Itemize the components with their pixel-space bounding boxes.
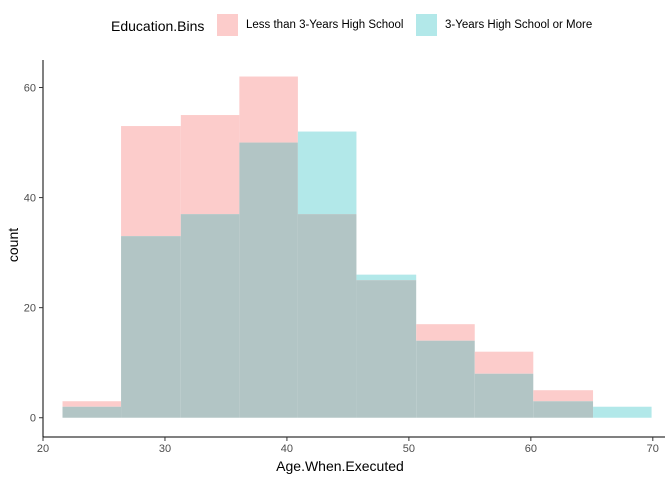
x-tick-label-70: 70 xyxy=(647,443,659,455)
bar-series-1-bin-1 xyxy=(62,401,122,407)
x-tick-label-20: 20 xyxy=(37,443,49,455)
bar-series-1-bin-8 xyxy=(474,351,534,374)
legend: Education.Bins Less than 3-Years High Sc… xyxy=(0,14,672,40)
bar-overlap-bin-3 xyxy=(180,214,240,418)
bar-overlap-bin-9 xyxy=(533,401,594,418)
bar-overlap-bin-7 xyxy=(416,340,475,418)
legend-swatch-series-2 xyxy=(416,14,437,36)
x-tick-label-60: 60 xyxy=(525,443,537,455)
bar-overlap-bin-2 xyxy=(121,236,181,418)
x-axis-label: Age.When.Executed xyxy=(276,458,404,474)
bar-series-1-bin-2 xyxy=(121,126,181,237)
bar-series-1-bin-7 xyxy=(416,324,475,341)
x-tick-label-50: 50 xyxy=(403,443,415,455)
legend-swatch-series-1 xyxy=(217,14,238,36)
bars-layer xyxy=(62,76,652,418)
legend-label-series-2: 3-Years High School or More xyxy=(445,19,593,31)
bar-overlap-bin-5 xyxy=(297,214,357,418)
legend-title: Education.Bins xyxy=(111,18,205,34)
x-tick-label-30: 30 xyxy=(159,443,171,455)
bar-series-2-bin-10 xyxy=(593,406,652,418)
bar-series-1-bin-4 xyxy=(239,76,298,143)
bar-overlap-bin-6 xyxy=(356,280,417,418)
bar-series-1-bin-3 xyxy=(180,115,240,215)
y-tick-label-60: 60 xyxy=(24,83,36,95)
bar-overlap-bin-4 xyxy=(239,142,298,418)
y-tick-label-20: 20 xyxy=(24,303,36,315)
bar-series-1-bin-9 xyxy=(533,390,594,402)
y-axis-label: count xyxy=(5,228,21,262)
legend-label-series-1: Less than 3-Years High School xyxy=(246,19,404,31)
y-tick-label-0: 0 xyxy=(30,413,36,425)
x-tick-label-40: 40 xyxy=(281,443,293,455)
bar-series-2-bin-5 xyxy=(297,131,357,215)
bar-series-2-bin-6 xyxy=(356,274,417,281)
y-tick-label-40: 40 xyxy=(24,193,36,205)
ticks-layer: 20 30 40 50 60 70 0 20 40 60 xyxy=(24,83,659,455)
bar-overlap-bin-8 xyxy=(474,373,534,418)
bar-overlap-bin-1 xyxy=(62,406,122,418)
